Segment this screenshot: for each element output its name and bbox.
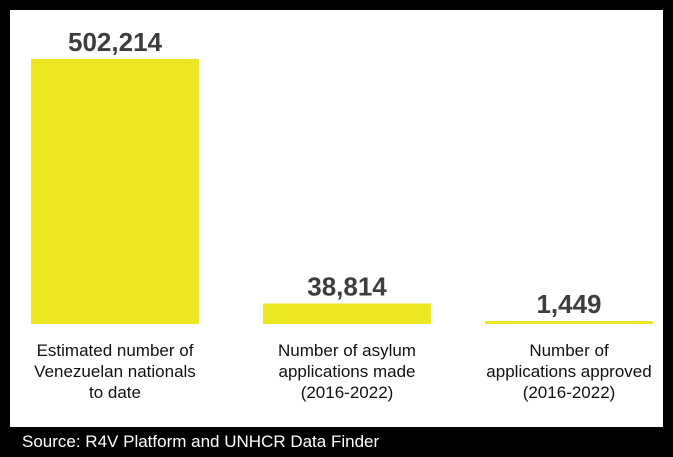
category-label-2-line-3: (2016-2022) <box>301 383 394 402</box>
category-label-3-line-3: (2016-2022) <box>523 383 616 402</box>
footer-bar: Source: R4V Platform and UNHCR Data Find… <box>0 427 673 457</box>
category-label-3-line-2: applications approved <box>486 362 651 381</box>
bar-chart: 502,214 Estimated number of Venezuelan nat… <box>31 27 653 402</box>
category-label-1-line-3: to date <box>89 383 141 402</box>
category-label-2-line-1: Number of asylum <box>278 341 416 360</box>
source-note: Source: R4V Platform and UNHCR Data Find… <box>22 432 380 451</box>
bar-value-label-1: 502,214 <box>68 27 163 57</box>
category-label-2-line-2: applications made <box>278 362 415 381</box>
bar-3 <box>485 321 653 324</box>
category-label-1-line-2: Venezuelan nationals <box>34 362 196 381</box>
chart-frame: 502,214 Estimated number of Venezuelan nat… <box>10 10 663 427</box>
bar-2 <box>263 303 431 324</box>
bar-1 <box>31 59 199 324</box>
category-label-1-line-1: Estimated number of <box>37 341 194 360</box>
bar-value-label-2: 38,814 <box>307 272 387 302</box>
category-label-3-line-1: Number of <box>529 341 609 360</box>
bar-value-label-3: 1,449 <box>536 289 601 319</box>
